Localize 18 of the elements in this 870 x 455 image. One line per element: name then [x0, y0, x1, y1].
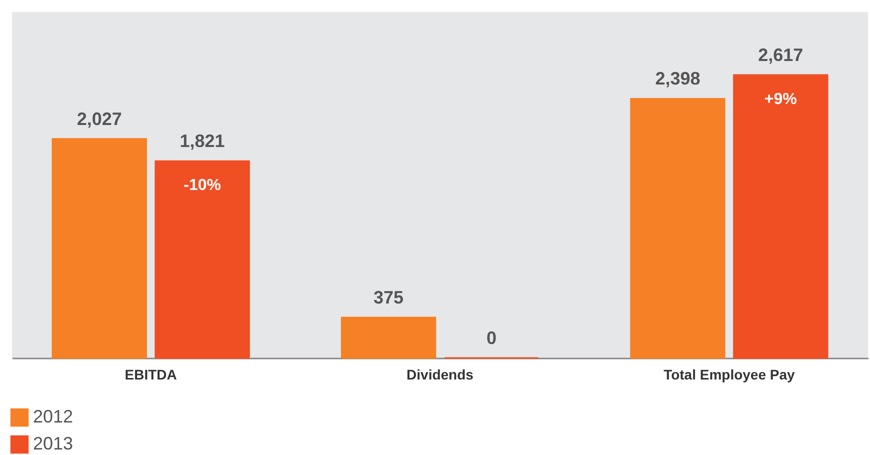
data-label: 2,398 [655, 68, 700, 89]
annotation: -10% [184, 177, 221, 194]
bar [733, 74, 828, 359]
bar [154, 160, 250, 359]
legend-label: 2012 [33, 406, 74, 426]
x-tick-label: Total Employee Pay [664, 366, 796, 382]
data-label: 2,027 [76, 108, 122, 129]
data-label: 2,617 [758, 45, 804, 66]
data-label: 0 [486, 328, 496, 348]
legend-label: 2013 [33, 434, 74, 454]
x-tick-label: EBITDA [124, 366, 177, 382]
bar [52, 138, 147, 359]
data-label: 375 [374, 287, 404, 308]
data-label: 1,821 [180, 131, 225, 152]
annotation: +9% [764, 91, 797, 108]
x-tick-label: Dividends [406, 366, 474, 382]
bar [340, 316, 436, 359]
bar [630, 98, 726, 359]
